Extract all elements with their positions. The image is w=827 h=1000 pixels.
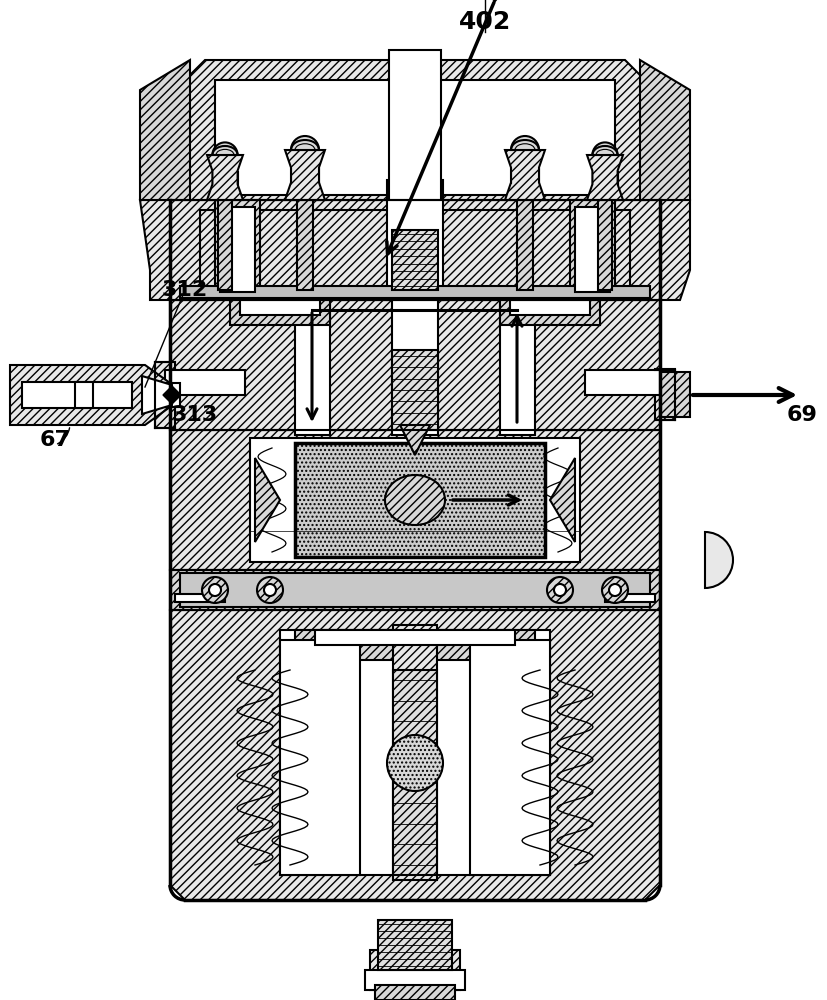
Bar xyxy=(470,640,550,875)
Bar xyxy=(230,300,330,325)
Circle shape xyxy=(547,577,573,603)
Bar xyxy=(200,210,630,295)
Bar xyxy=(215,200,260,295)
Bar xyxy=(297,200,313,290)
Polygon shape xyxy=(640,60,690,200)
Text: 312: 312 xyxy=(162,280,208,300)
Bar xyxy=(165,383,180,407)
Bar xyxy=(575,207,610,292)
Polygon shape xyxy=(140,200,690,300)
Bar xyxy=(218,200,232,290)
Bar xyxy=(295,300,330,435)
Polygon shape xyxy=(285,150,325,200)
Bar xyxy=(250,438,580,562)
Text: 313: 313 xyxy=(172,405,218,425)
Bar xyxy=(392,255,438,435)
Circle shape xyxy=(609,584,621,596)
Bar xyxy=(215,80,615,195)
Polygon shape xyxy=(170,430,660,570)
Bar xyxy=(370,950,460,990)
Bar xyxy=(393,670,437,875)
Polygon shape xyxy=(207,155,243,200)
Wedge shape xyxy=(511,136,539,150)
Bar xyxy=(585,370,665,395)
Polygon shape xyxy=(400,425,430,455)
Bar xyxy=(365,970,465,990)
Bar xyxy=(393,625,437,880)
Bar xyxy=(75,382,93,408)
Bar xyxy=(295,443,545,557)
Polygon shape xyxy=(170,610,660,900)
Circle shape xyxy=(387,735,443,791)
Bar xyxy=(22,382,132,408)
Text: 67: 67 xyxy=(40,430,70,450)
Bar xyxy=(155,362,175,428)
Polygon shape xyxy=(505,150,545,200)
Polygon shape xyxy=(10,365,170,425)
Bar xyxy=(280,640,360,875)
Bar xyxy=(165,370,245,395)
Bar xyxy=(605,594,655,602)
Text: 402: 402 xyxy=(459,10,511,34)
Bar xyxy=(220,207,255,292)
Circle shape xyxy=(602,577,628,603)
Bar xyxy=(180,286,650,298)
Bar xyxy=(315,630,515,645)
Polygon shape xyxy=(142,376,172,414)
Bar xyxy=(375,985,455,1000)
Bar xyxy=(240,300,320,315)
Polygon shape xyxy=(550,458,575,542)
Bar xyxy=(389,50,441,200)
Circle shape xyxy=(209,584,221,596)
Bar xyxy=(655,369,675,420)
Polygon shape xyxy=(185,60,645,200)
Circle shape xyxy=(257,577,283,603)
Bar xyxy=(392,230,438,290)
Wedge shape xyxy=(291,136,319,150)
Bar xyxy=(392,350,438,430)
Circle shape xyxy=(264,584,276,596)
Bar xyxy=(500,300,535,435)
Text: 69: 69 xyxy=(786,405,817,425)
Bar xyxy=(180,573,650,607)
Bar xyxy=(510,300,590,315)
Bar xyxy=(660,372,690,417)
Polygon shape xyxy=(255,458,280,542)
Bar xyxy=(598,200,612,290)
Wedge shape xyxy=(592,142,618,155)
Bar xyxy=(500,300,600,325)
Bar xyxy=(170,570,660,610)
Ellipse shape xyxy=(385,475,445,525)
Bar xyxy=(378,920,452,970)
Bar xyxy=(387,180,443,300)
Circle shape xyxy=(202,577,228,603)
Polygon shape xyxy=(163,386,181,404)
Bar xyxy=(295,630,535,660)
Polygon shape xyxy=(140,60,190,200)
Bar xyxy=(517,200,533,290)
Bar xyxy=(380,925,450,950)
Polygon shape xyxy=(170,300,660,430)
Bar xyxy=(175,594,225,602)
Wedge shape xyxy=(213,142,237,155)
Wedge shape xyxy=(705,532,733,588)
Polygon shape xyxy=(587,155,623,200)
Bar xyxy=(570,200,615,295)
Bar xyxy=(280,630,550,875)
Circle shape xyxy=(554,584,566,596)
